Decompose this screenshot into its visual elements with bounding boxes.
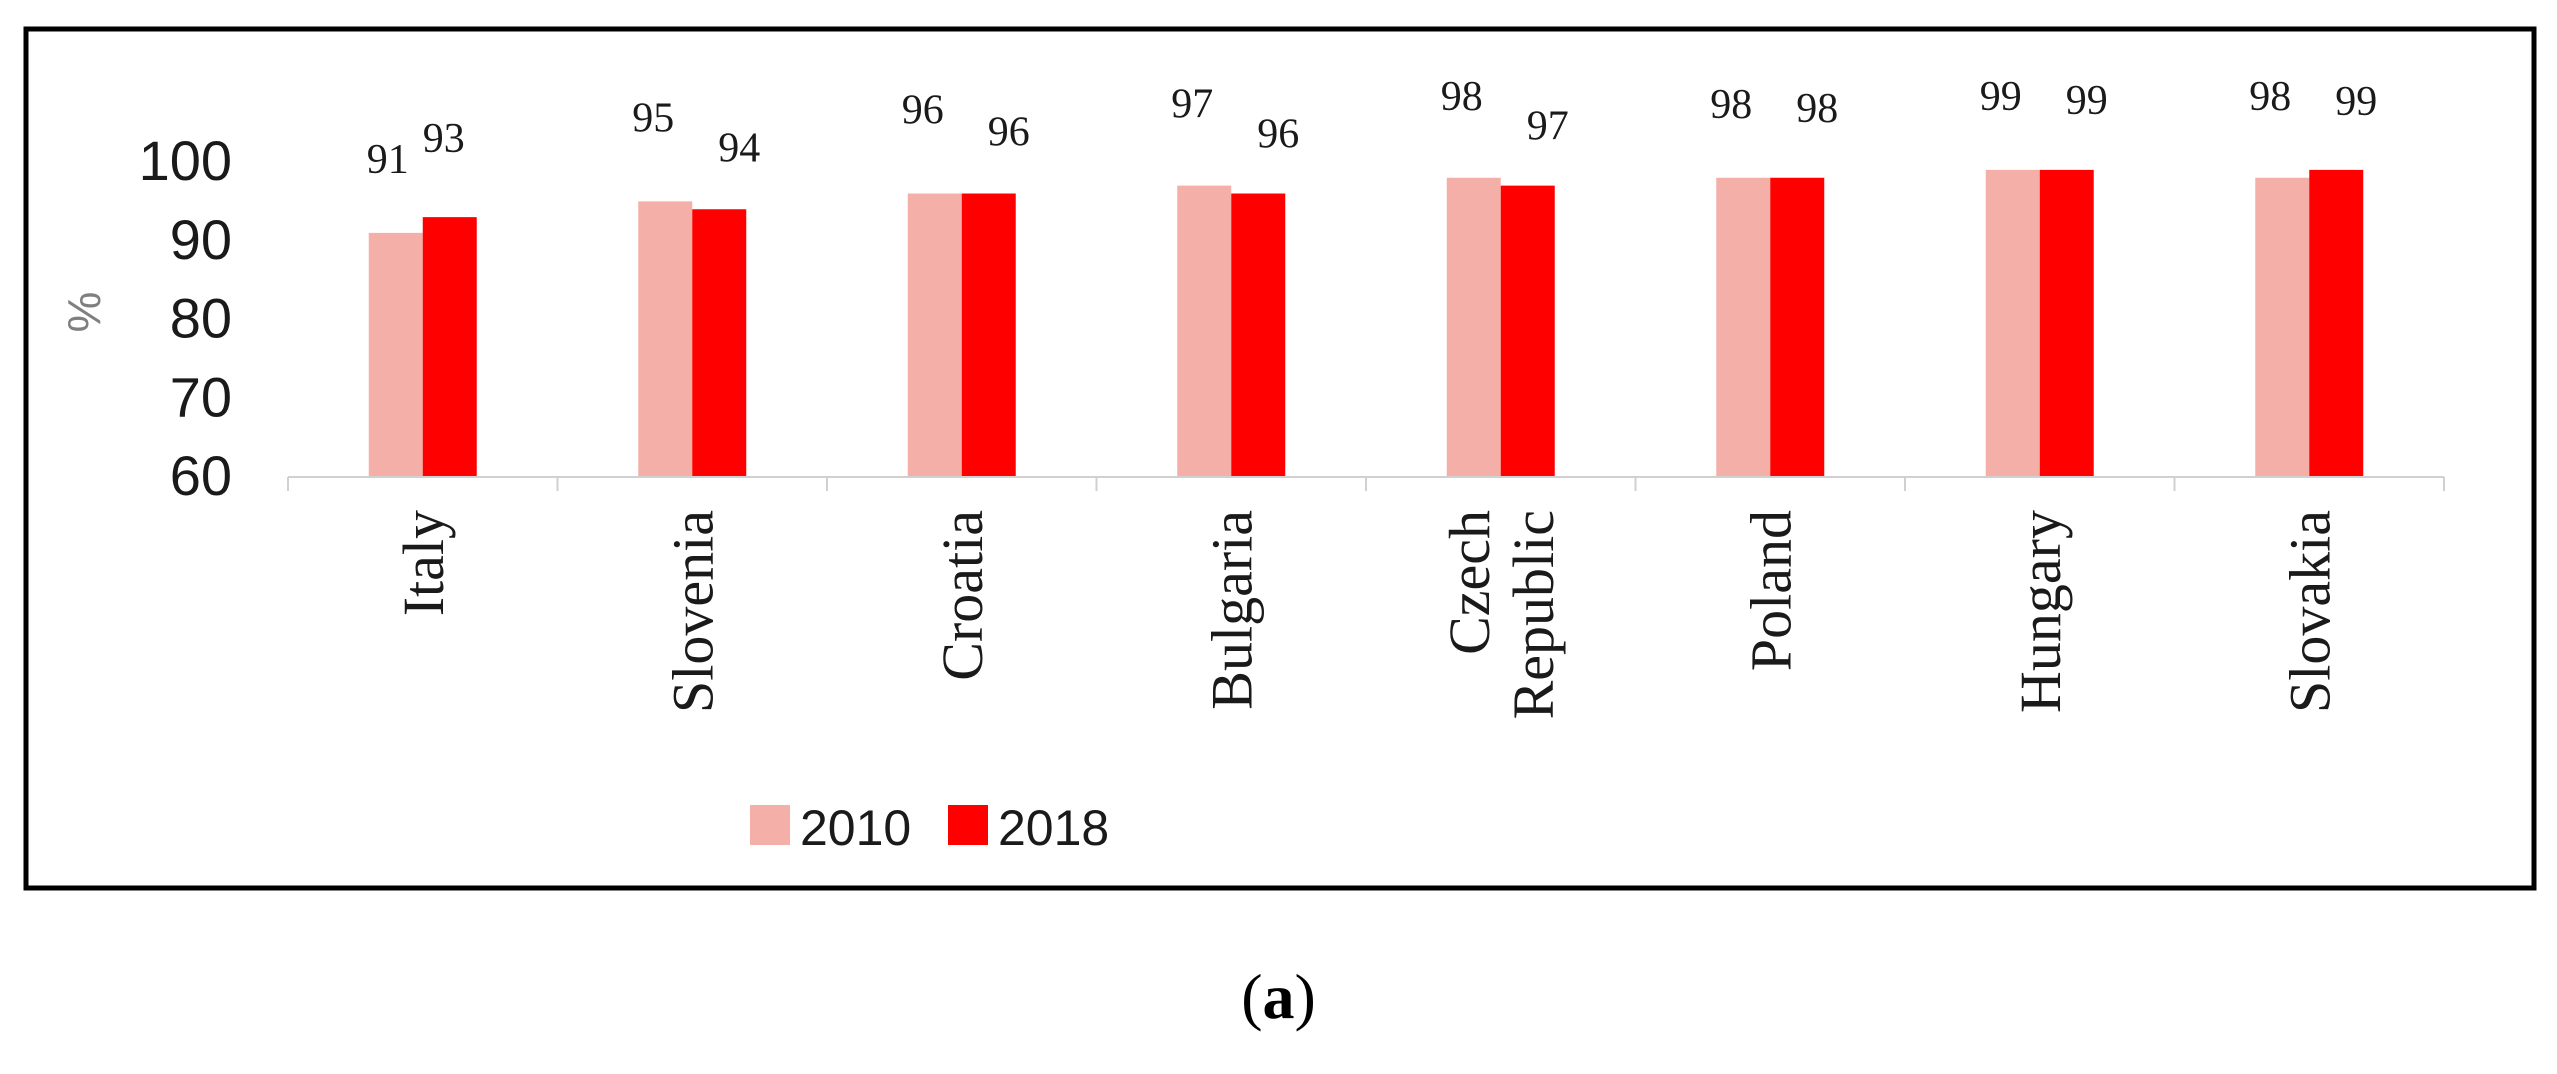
category-label-line: Czech [1437,510,1502,655]
data-label-2010: 96 [902,88,944,134]
legend-label-2010: 2010 [800,800,911,856]
y-axis-ticks: 60 70 80 90 100 [139,129,232,507]
bar-2010 [1716,177,1771,477]
caption-letter: a [1262,961,1295,1032]
bar-2010 [2255,177,2310,477]
caption-open: ( [1241,961,1263,1032]
figure-caption: (a) [0,960,2557,1034]
y-tick-label: 60 [170,444,232,507]
category-label-line: Italy [391,510,456,616]
bar-2018 [1500,185,1555,477]
data-label-2010: 98 [1441,74,1483,120]
data-label-2018: 96 [1257,112,1299,158]
category-label: Croatia [930,510,995,681]
x-axis-tick-marks [287,477,2445,491]
legend: 2010 2018 [750,800,1109,856]
category-label-line: Slovakia [2277,510,2342,713]
bar-2018 [1231,193,1286,477]
data-label-2010: 95 [632,95,674,141]
y-tick-label: 90 [170,208,232,271]
category-label-line: Slovenia [660,510,725,713]
bar-2018 [2039,169,2094,477]
category-label: Slovakia [2277,510,2342,713]
data-label-2018: 99 [2335,79,2377,125]
bar-2018 [2309,169,2364,477]
category-label-line: Poland [1738,510,1803,671]
data-label-2010: 91 [367,137,409,183]
data-label-2010: 98 [2249,74,2291,120]
data-label-2010: 99 [1980,74,2022,120]
bar-2018 [1770,177,1825,477]
data-label-2018: 96 [988,110,1030,156]
legend-label-2018: 2018 [998,800,1109,856]
bar-2010 [638,201,693,477]
data-label-2018: 94 [718,125,760,171]
category-label-line: Croatia [930,510,995,681]
category-label: Slovenia [660,510,725,713]
bar-series [368,169,2364,477]
y-tick-label: 70 [170,365,232,428]
y-tick-label: 100 [139,129,232,192]
y-axis-title: % [58,292,110,333]
category-label: Poland [1738,510,1803,671]
legend-swatch-2010 [750,805,790,845]
data-label-2010: 98 [1710,82,1752,128]
data-label-2018: 93 [423,116,465,162]
category-label-line: Bulgaria [1199,510,1264,710]
data-labels: 91 93 95 94 96 96 97 96 98 97 98 98 99 99 98 99 [367,74,2378,183]
data-label-2018: 99 [2066,78,2108,124]
category-label-line: Hungary [2008,510,2073,713]
bar-2018 [422,217,477,477]
category-label-line: Republic [1501,510,1566,719]
bar-2010 [907,193,962,477]
category-label: Hungary [2008,510,2073,713]
bar-2018 [692,209,747,477]
bar-2018 [961,193,1016,477]
category-label: Bulgaria [1199,510,1264,710]
bar-2010 [1177,185,1232,477]
category-labels: Italy Slovenia Croatia Bulgaria Czech Republi… [391,510,2343,719]
caption-close: ) [1294,961,1316,1032]
data-label-2018: 97 [1527,104,1569,150]
category-label: Czech Republic [1437,510,1566,719]
category-label: Italy [391,510,456,616]
legend-swatch-2018 [948,805,988,845]
y-tick-label: 80 [170,287,232,350]
bar-2010 [368,232,423,477]
data-label-2010: 97 [1171,82,1213,128]
data-label-2018: 98 [1796,86,1838,132]
bar-2010 [1446,177,1501,477]
bar-2010 [1985,169,2040,477]
